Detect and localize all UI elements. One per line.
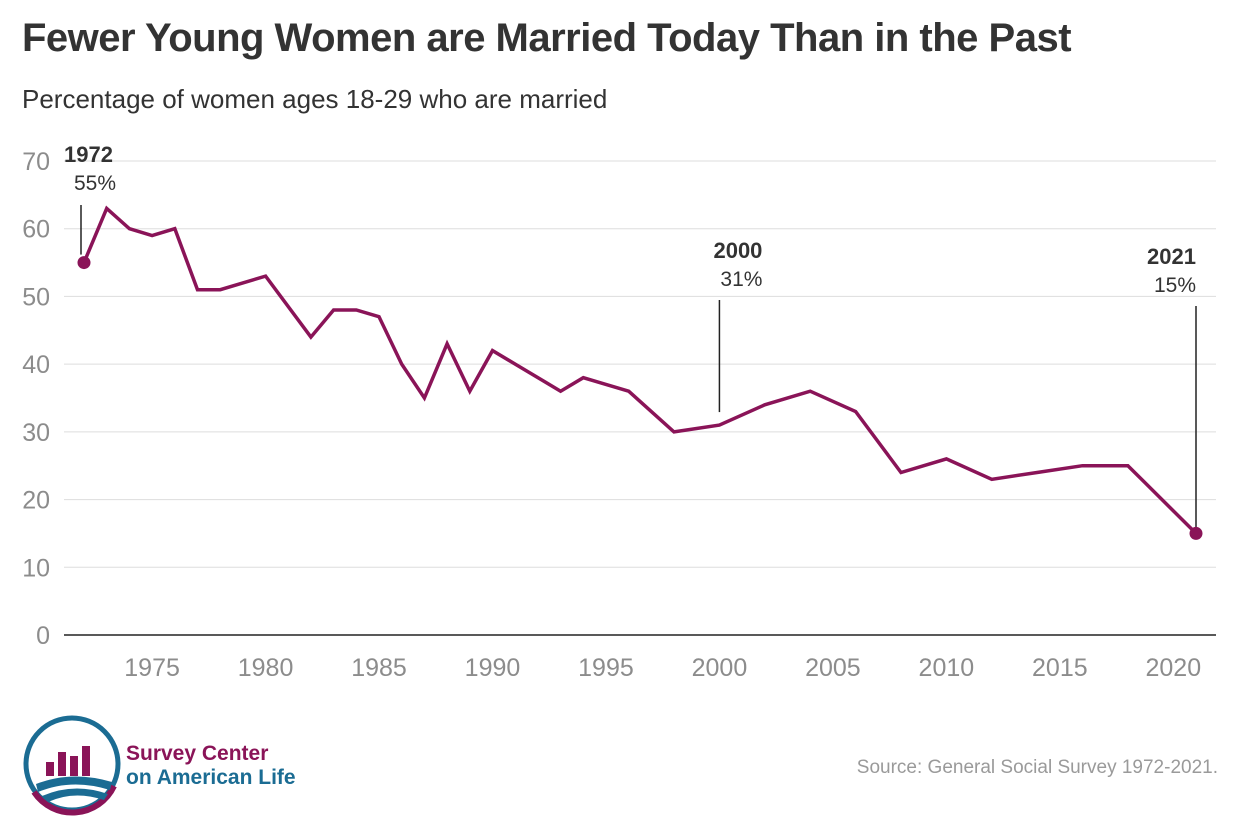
data-point-1998 bbox=[672, 430, 676, 434]
data-point-2012 bbox=[990, 477, 994, 481]
data-point-1996 bbox=[627, 389, 631, 393]
data-point-1993 bbox=[559, 389, 563, 393]
data-point-1973 bbox=[105, 206, 109, 210]
data-point-1982 bbox=[309, 335, 313, 339]
annotation-year-2000: 2000 bbox=[713, 238, 762, 263]
x-tick-label-1995: 1995 bbox=[578, 654, 634, 682]
data-point-1976 bbox=[173, 227, 177, 231]
data-point-1974 bbox=[127, 227, 131, 231]
annotation-value-1972: 55% bbox=[74, 172, 116, 195]
y-tick-label-0: 0 bbox=[36, 622, 50, 650]
data-point-2004 bbox=[808, 389, 812, 393]
x-tick-label-1985: 1985 bbox=[351, 654, 407, 682]
data-point-2018 bbox=[1126, 464, 1130, 468]
source-note: Source: General Social Survey 1972-2021. bbox=[856, 757, 1218, 778]
survey-center-logo-icon bbox=[23, 715, 121, 816]
annotation-value-2000: 31% bbox=[720, 268, 762, 291]
series-layer bbox=[82, 205, 1198, 536]
data-point-1988 bbox=[445, 342, 449, 346]
data-point-1986 bbox=[400, 362, 404, 366]
y-tick-label-70: 70 bbox=[22, 148, 50, 176]
logo-line-2: on American Life bbox=[126, 766, 296, 789]
data-point-1991 bbox=[513, 362, 517, 366]
x-tick-label-2000: 2000 bbox=[692, 654, 748, 682]
data-point-2002 bbox=[763, 403, 767, 407]
y-tick-label-60: 60 bbox=[22, 216, 50, 244]
chart-subtitle: Percentage of women ages 18-29 who are m… bbox=[22, 84, 608, 114]
data-point-2014 bbox=[1035, 471, 1039, 475]
data-point-2008 bbox=[899, 471, 903, 475]
y-tick-label-50: 50 bbox=[22, 283, 50, 311]
annotation-year-1972: 1972 bbox=[64, 142, 113, 167]
x-tick-label-2005: 2005 bbox=[805, 654, 861, 682]
annotation-marker-1972 bbox=[77, 256, 91, 270]
y-tick-label-20: 20 bbox=[22, 487, 50, 515]
x-tick-label-1980: 1980 bbox=[238, 654, 294, 682]
x-tick-label-2020: 2020 bbox=[1145, 654, 1201, 682]
y-tick-label-30: 30 bbox=[22, 419, 50, 447]
data-point-1987 bbox=[422, 396, 426, 400]
chart-title: Fewer Young Women are Married Today Than… bbox=[22, 16, 1072, 60]
series-line-0 bbox=[82, 205, 1198, 536]
data-point-1977 bbox=[196, 288, 200, 292]
data-point-1989 bbox=[468, 389, 472, 393]
x-tick-label-2015: 2015 bbox=[1032, 654, 1088, 682]
x-tick-label-1975: 1975 bbox=[124, 654, 180, 682]
data-point-1985 bbox=[377, 315, 381, 319]
annotations: 1972 55% 2000 31% 2021 15% bbox=[64, 142, 1203, 540]
data-point-1980 bbox=[264, 274, 268, 278]
data-point-1975 bbox=[150, 234, 154, 238]
data-point-1994 bbox=[581, 376, 585, 380]
y-tick-label-40: 40 bbox=[22, 351, 50, 379]
gridlines bbox=[64, 160, 1216, 636]
data-point-2006 bbox=[854, 410, 858, 414]
data-point-1984 bbox=[354, 308, 358, 312]
y-axis-tick-labels: 0 10 20 30 40 50 60 70 bbox=[22, 148, 50, 650]
data-point-2010 bbox=[944, 457, 948, 461]
annotation-year-2021: 2021 bbox=[1147, 244, 1196, 269]
annotation-value-2021: 15% bbox=[1154, 274, 1196, 297]
survey-center-logo: Survey Center on American Life bbox=[22, 712, 302, 822]
x-tick-label-1990: 1990 bbox=[465, 654, 521, 682]
data-point-2000 bbox=[717, 423, 721, 427]
data-point-1990 bbox=[491, 349, 495, 353]
x-tick-label-2010: 2010 bbox=[919, 654, 975, 682]
line-chart: 0 10 20 30 40 50 60 70 1975 1980 1985 1990 1995 2000… bbox=[22, 142, 1216, 682]
annotation-marker-2021 bbox=[1189, 526, 1203, 540]
data-point-2016 bbox=[1081, 464, 1085, 468]
data-point-1983 bbox=[332, 308, 336, 312]
data-point-1978 bbox=[218, 288, 222, 292]
logo-line-1: Survey Center bbox=[126, 742, 269, 765]
x-axis-tick-labels: 1975 1980 1985 1990 1995 2000 2005 2010 2015 2020 bbox=[124, 654, 1201, 682]
y-tick-label-10: 10 bbox=[22, 554, 50, 582]
